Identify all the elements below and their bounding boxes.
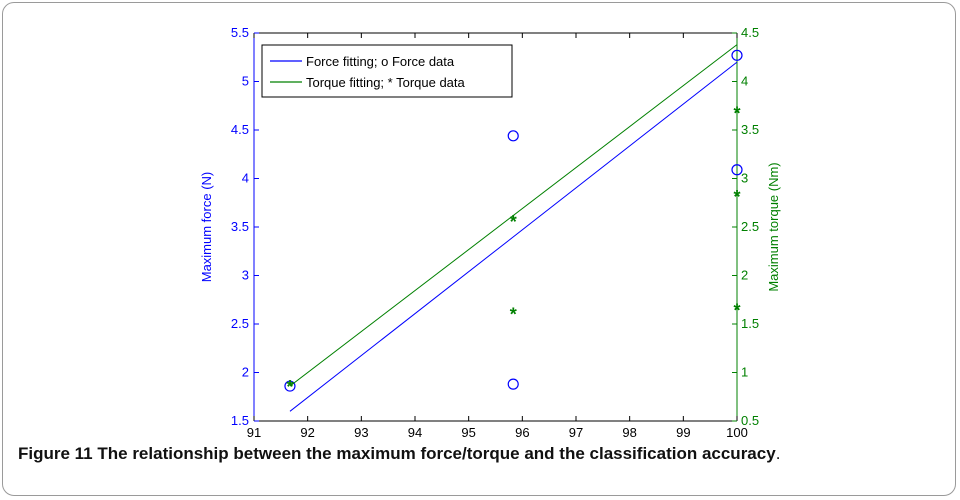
force_fit-line: [289, 61, 738, 412]
y-left-tick-label: 5.5: [231, 25, 249, 40]
x-tick-label: 100: [726, 425, 748, 440]
y-right-tick-label: 3.5: [741, 122, 759, 137]
chart-container: 91 92 93 94 95 96 97 98 99 100 1.5 2 2.5 3 3.5 4 4.5 5 5.5…: [199, 25, 781, 458]
y-left-tick-label: 2.5: [231, 316, 249, 331]
force_data-point: [507, 130, 519, 142]
x-tick-label: 95: [461, 425, 475, 440]
torque_fit-line: [289, 44, 738, 387]
figure-caption-text: The relationship between the maximum for…: [97, 444, 776, 463]
y-left-tick-label: 5: [242, 74, 249, 89]
figure-label: Figure 11: [18, 444, 93, 463]
x-tick-label: 91: [247, 425, 261, 440]
x-tick-label: 99: [676, 425, 690, 440]
y-right-axis-label: Maximum torque (Nm): [766, 162, 781, 291]
y-left-axis-label: Maximum force (N): [199, 172, 214, 283]
y-right-tick-label: 3: [741, 171, 748, 186]
y-left-tick-label: 4: [242, 171, 249, 186]
y-left-tick-label: 2: [242, 365, 249, 380]
legend-entry: Force fitting; o Force data: [306, 54, 455, 69]
x-tick-label: 97: [569, 425, 583, 440]
y-left-tick-label: 3.5: [231, 219, 249, 234]
torque_data-point: *: [510, 304, 517, 324]
x-tick-label: 96: [515, 425, 529, 440]
y-left-tick-label: 1.5: [231, 413, 249, 428]
legend-box: [261, 44, 513, 98]
dual-axis-chart: 91 92 93 94 95 96 97 98 99 100 1.5 2 2.5 3 3.5 4 4.5 5 5.5…: [199, 25, 781, 458]
y-right-tick-label: 1: [741, 365, 748, 380]
y-right-tick-label: 2.5: [741, 219, 759, 234]
x-tick-label: 93: [354, 425, 368, 440]
y-right-tick-label: 4: [741, 74, 748, 89]
figure-caption: Figure 11 The relationship between the m…: [18, 444, 780, 464]
y-right-tick-label: 4.5: [741, 25, 759, 40]
force_data-point: [284, 380, 296, 392]
caption-period: .: [775, 444, 781, 463]
legend-entry: Torque fitting; * Torque data: [306, 75, 466, 90]
y-right-tick-label: 2: [741, 268, 748, 283]
torque_data-point: *: [286, 377, 293, 397]
torque_data-point: *: [733, 300, 740, 320]
force_data-point: [731, 164, 743, 176]
x-tick-label: 92: [300, 425, 314, 440]
y-left-tick-label: 4.5: [231, 122, 249, 137]
torque_data-point: *: [733, 104, 740, 124]
plot-area: 91 92 93 94 95 96 97 98 99 100 1.5 2 2.5 3 3.5 4 4.5 5 5.5…: [199, 25, 781, 458]
y-left-tick-label: 3: [242, 268, 249, 283]
torque_data-point: *: [510, 212, 517, 232]
x-tick-label: 94: [408, 425, 422, 440]
x-tick-label: 98: [622, 425, 636, 440]
torque_data-point: *: [733, 187, 740, 207]
y-right-tick-label: 1.5: [741, 316, 759, 331]
force_data-point: [507, 378, 519, 390]
y-right-tick-label: 0.5: [741, 413, 759, 428]
force_data-point: [731, 49, 743, 61]
